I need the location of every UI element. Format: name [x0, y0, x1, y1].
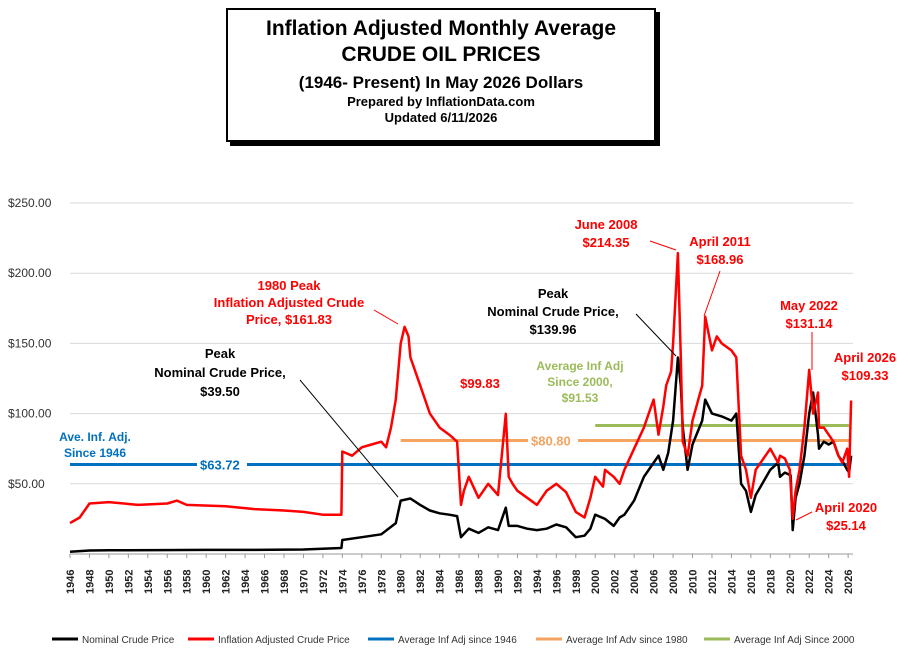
label-bg — [528, 431, 578, 449]
annotation-april-2011: $168.96 — [697, 252, 744, 267]
annotation-may-2022: $131.14 — [786, 316, 834, 331]
annotation-avg-1946: Since 1946 — [64, 446, 126, 460]
x-tick-label: 2016 — [746, 570, 758, 594]
annotation-avg-1946: Ave. Inf. Adj. — [59, 430, 131, 444]
x-tick-label: 2002 — [610, 570, 622, 594]
annotation-avg-2000: Since 2000, — [547, 375, 612, 389]
x-tick-label: 1964 — [240, 569, 252, 594]
x-tick-label: 1976 — [357, 570, 369, 594]
x-tick-label: 1958 — [182, 570, 194, 594]
x-tick-label: 2010 — [688, 570, 700, 594]
x-tick-label: 1954 — [143, 569, 155, 594]
annotation-1980-peak: Price, $161.83 — [246, 312, 332, 327]
x-tick-label: 1946 — [65, 570, 77, 594]
x-tick-label: 1968 — [279, 570, 291, 594]
x-tick-label: 1974 — [337, 569, 349, 594]
x-tick-label: 1966 — [260, 570, 272, 594]
annotation-april-2026: April 2026 — [834, 350, 896, 365]
annotation-1980-peak: 1980 Peak — [258, 278, 322, 293]
x-tick-label: 1996 — [551, 570, 563, 594]
annotation-nominal-1980: $39.50 — [200, 384, 240, 399]
label-bg — [197, 455, 247, 473]
x-tick-label: 2020 — [785, 570, 797, 594]
x-tick-label: 1980 — [396, 570, 408, 594]
annotation-nominal-2008: Peak — [538, 286, 569, 301]
annotation-nominal-1980: Nominal Crude Price, — [154, 365, 285, 380]
chart-title-line1: Inflation Adjusted Monthly Average — [265, 17, 617, 40]
x-tick-label: 1988 — [474, 570, 486, 594]
x-tick-label: 2008 — [668, 570, 680, 594]
avg-1946-value: $63.72 — [200, 458, 240, 473]
x-tick-label: 1992 — [512, 570, 524, 594]
legend-label: Average Inf Adj Since 2000 — [734, 635, 855, 646]
x-tick-label: 1984 — [435, 569, 447, 594]
x-tick-label: 1972 — [318, 570, 330, 594]
x-tick-label: 1948 — [84, 570, 96, 594]
x-tick-label: 2012 — [707, 570, 719, 594]
x-tick-label: 1994 — [532, 569, 544, 594]
x-tick-label: 2026 — [843, 570, 855, 594]
annotation-avg-2000: Average Inf Adj — [536, 359, 623, 373]
chart-updated: Updated 6/11/2026 — [384, 110, 498, 125]
annotation-april-2026: $109.33 — [842, 368, 889, 383]
x-tick-label: 1978 — [376, 570, 388, 594]
annotation-arrow — [299, 379, 399, 498]
annotation-nominal-1980: Peak — [205, 346, 236, 361]
avg-1980-value: $80.80 — [531, 434, 571, 449]
legend-label: Nominal Crude Price — [82, 635, 175, 646]
x-tick-label: 1986 — [454, 570, 466, 594]
legend-label: Inflation Adjusted Crude Price — [218, 635, 350, 646]
y-tick-label: $200.00 — [8, 266, 52, 280]
x-tick-label: 1998 — [571, 570, 583, 594]
series-line — [69, 251, 853, 525]
x-tick-label: 1950 — [104, 570, 116, 594]
y-tick-label: $250.00 — [8, 196, 52, 210]
x-tick-label: 2022 — [804, 570, 816, 594]
annotation-april-2020: April 2020 — [815, 500, 877, 515]
annotation-1980-peak: Inflation Adjusted Crude — [214, 295, 364, 310]
x-tick-label: 2018 — [765, 570, 777, 594]
chart-prepared-by: Prepared by InflationData.com — [347, 94, 535, 109]
chart-title-line2: CRUDE OIL PRICES — [341, 43, 541, 66]
x-tick-label: 1990 — [493, 570, 505, 594]
x-tick-label: 1982 — [415, 570, 427, 594]
annotation-arrow — [649, 240, 677, 251]
annotation-arrow — [795, 511, 813, 521]
annotation-arrow — [703, 270, 721, 317]
annotation-1990: $99.83 — [460, 376, 500, 391]
annotation-june-2008: June 2008 — [575, 217, 638, 232]
chart-subtitle: (1946- Present) In May 2026 Dollars — [298, 73, 584, 92]
annotation-may-2022: May 2022 — [780, 298, 838, 313]
x-tick-label: 1956 — [162, 570, 174, 594]
annotation-april-2020: $25.14 — [826, 518, 867, 533]
annotation-june-2008: $214.35 — [583, 235, 630, 250]
annotation-arrow — [635, 313, 677, 357]
x-tick-label: 1970 — [298, 570, 310, 594]
legend-label: Average Inf Adv since 1980 — [566, 635, 688, 646]
x-tick-label: 1960 — [201, 570, 213, 594]
y-tick-label: $100.00 — [8, 407, 52, 421]
x-tick-label: 2004 — [629, 569, 641, 594]
annotation-avg-2000: $91.53 — [562, 391, 599, 405]
annotation-arrow — [373, 309, 399, 325]
y-tick-label: $50.00 — [8, 477, 45, 491]
annotation-april-2011: April 2011 — [689, 234, 750, 249]
y-tick-label: $150.00 — [8, 336, 52, 350]
annotation-nominal-2008: Nominal Crude Price, — [487, 304, 618, 319]
x-tick-label: 2000 — [590, 570, 602, 594]
x-tick-label: 2006 — [649, 570, 661, 594]
chart-title-box: Inflation Adjusted Monthly Average CRUDE… — [226, 8, 656, 142]
legend-label: Average Inf Adj since 1946 — [398, 635, 517, 646]
x-tick-label: 2024 — [824, 569, 836, 594]
x-tick-label: 2014 — [726, 569, 738, 594]
x-tick-label: 1962 — [221, 570, 233, 594]
x-tick-label: 1952 — [123, 570, 135, 594]
annotation-nominal-2008: $139.96 — [530, 322, 577, 337]
